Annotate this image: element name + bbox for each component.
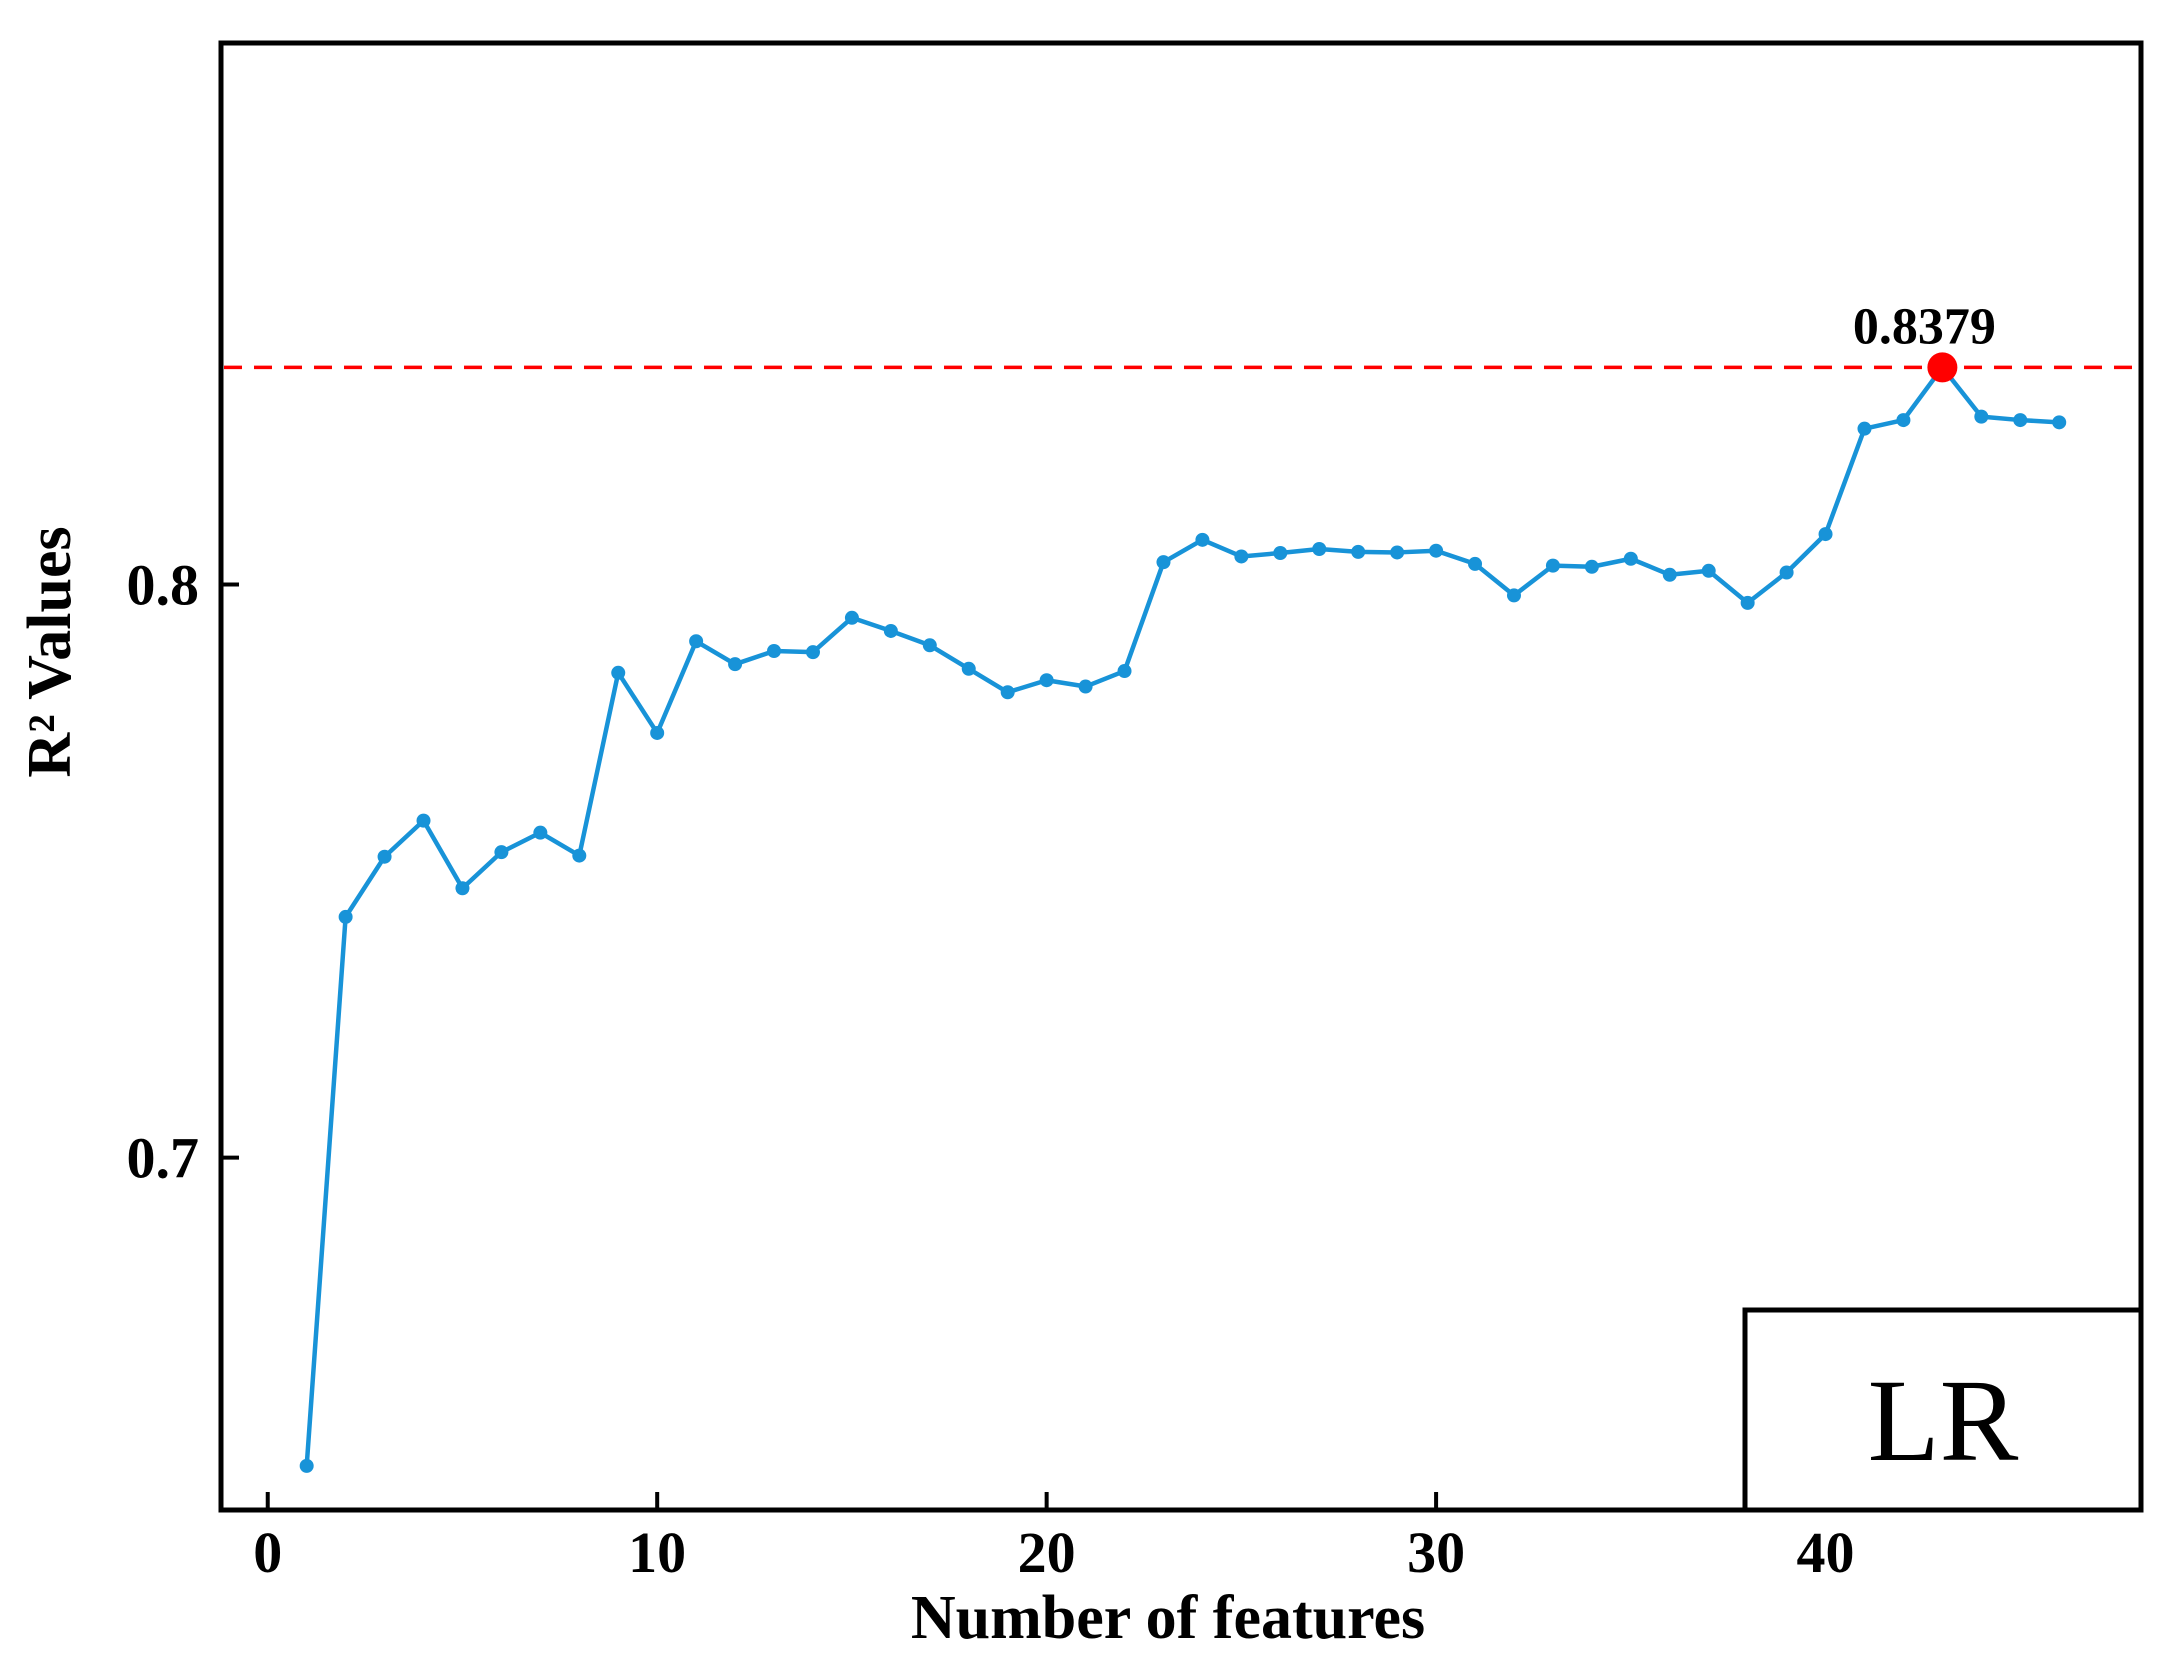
data-point (1000, 685, 1015, 700)
data-point (689, 634, 704, 649)
max-value-annotation: 0.8379 (1853, 298, 1996, 355)
data-point (1974, 409, 1989, 424)
data-point (1156, 555, 1171, 570)
data-point (416, 813, 431, 828)
data-point (1506, 588, 1521, 603)
x-tick-label: 10 (628, 1520, 686, 1585)
data-point (1740, 595, 1755, 610)
data-point (1701, 563, 1716, 578)
x-tick-label: 0 (253, 1520, 282, 1585)
data-point (767, 644, 782, 659)
data-points (299, 352, 2067, 1473)
data-point (1468, 556, 1483, 571)
data-point (1390, 545, 1405, 560)
data-point (572, 848, 587, 863)
max-data-point (1927, 352, 1958, 383)
data-point (1662, 567, 1677, 582)
data-point (1623, 551, 1638, 566)
data-point (611, 665, 626, 680)
data-point (1312, 542, 1327, 557)
data-point (805, 645, 820, 660)
data-point (1117, 664, 1132, 679)
data-point (533, 825, 548, 840)
data-point (844, 610, 859, 625)
x-tick-label: 40 (1797, 1520, 1855, 1585)
data-point (1584, 559, 1599, 574)
x-tick-label: 30 (1407, 1520, 1465, 1585)
data-point (2052, 415, 2067, 430)
series-line (304, 365, 2060, 1467)
data-point (494, 845, 509, 860)
x-axis-ticks: 0 10 20 30 40 (253, 1492, 1855, 1585)
data-point (1857, 421, 1872, 436)
data-point (377, 849, 392, 864)
data-point (922, 638, 937, 653)
data-point (455, 881, 470, 896)
data-point (299, 1458, 314, 1473)
data-point (883, 623, 898, 638)
data-point (338, 909, 353, 924)
y-tick-label: 0.7 (127, 1126, 200, 1191)
data-point (1078, 679, 1093, 694)
data-point (2013, 413, 2028, 428)
plot-frame (218, 40, 2144, 1513)
model-label: LR (1868, 1355, 2019, 1486)
data-point (1195, 532, 1210, 547)
data-point (1779, 565, 1794, 580)
data-point (1273, 546, 1288, 561)
data-point (1039, 673, 1054, 688)
data-point (1896, 413, 1911, 428)
data-point (1818, 527, 1833, 542)
data-point (728, 657, 743, 672)
data-point (961, 661, 976, 676)
x-axis-title: Number of features (911, 1584, 1425, 1652)
y-tick-label: 0.8 (127, 553, 200, 618)
data-point (1234, 549, 1249, 564)
data-point (650, 725, 665, 740)
y-axis-ticks: 0.7 0.8 (127, 553, 239, 1191)
x-tick-label: 20 (1018, 1520, 1076, 1585)
model-label-box (1742, 1307, 2144, 1513)
data-point (1545, 558, 1560, 573)
data-point (1429, 543, 1444, 558)
y-axis-title: R² Values (16, 526, 84, 777)
data-point (1351, 544, 1366, 559)
